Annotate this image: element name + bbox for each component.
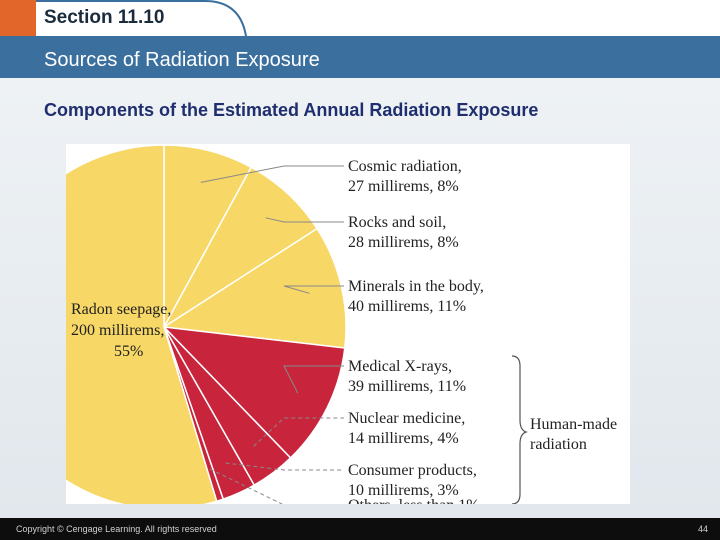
leader-line [225,462,344,471]
leader-line [283,285,344,294]
slice-label: Consumer products, 10 millirems, 3% [348,462,477,499]
pie-slice [66,144,218,504]
human-made-label: Human-made radiation [530,416,617,453]
header-top-strip [0,0,720,36]
pie-slice [163,144,253,328]
section-tab-outline [36,0,247,37]
title-bar [0,36,720,78]
section-label: Section 11.10 [44,7,165,28]
chart-subtitle: Components of the Estimated Annual Radia… [44,100,539,120]
slice-label: Minerals in the body, 40 millirems, 11% [348,278,484,315]
leader-line [265,217,344,223]
slice-label: Nuclear medicine, 14 millirems, 4% [348,410,465,447]
leader-line [200,165,344,183]
leader-line [283,365,344,394]
pie-slice [162,326,346,459]
accent-square [0,0,36,36]
human-made-bracket [511,355,528,504]
radon-label: Radon seepage, 200 millirems, 55% [71,301,171,360]
chart-panel: Cosmic radiation, 27 millirems, 8% Rocks a… [66,144,630,504]
footer-bar [0,518,720,540]
slice-label: Cosmic radiation, 27 millirems, 8% [348,158,462,195]
page-number: 44 [697,524,708,534]
pie-slice [163,166,319,328]
slice-label: Others, less than 1% [348,497,480,504]
slice-label: Rocks and soil, 28 millirems, 8% [348,214,459,251]
pie-chart: Cosmic radiation, 27 millirems, 8% Rocks a… [66,144,617,504]
slide-title: Sources of Radiation Exposure [44,49,320,71]
slice-label: Medical X-rays, 39 millirems, 11% [348,358,466,395]
copyright-text: Copyright © Cengage Learning. All rights… [16,524,217,534]
